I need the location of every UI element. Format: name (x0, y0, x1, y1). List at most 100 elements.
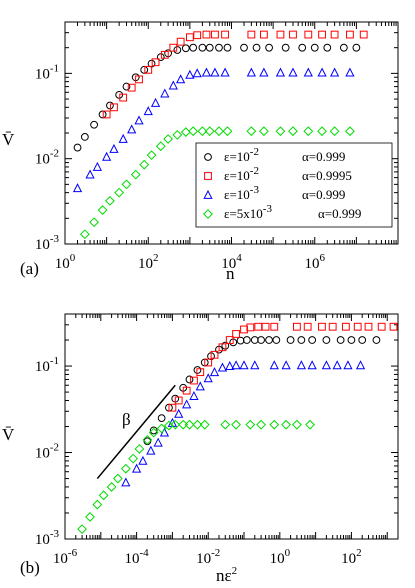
data-point (221, 30, 229, 39)
data-point (281, 43, 290, 52)
data-point (364, 322, 373, 331)
data-point (218, 343, 227, 352)
series-1 (73, 43, 361, 152)
data-point (195, 381, 205, 391)
data-point (296, 360, 306, 370)
data-point (292, 322, 301, 331)
data-point (204, 126, 215, 137)
data-point (221, 341, 230, 350)
data-point (217, 362, 228, 372)
data-point (289, 30, 297, 39)
legend-entry-1-eps: ε=10-2 (224, 146, 259, 164)
data-point (345, 67, 355, 77)
data-point (210, 350, 219, 359)
x-tick-label: 102 (138, 252, 159, 272)
data-point (250, 360, 260, 370)
series-2 (168, 322, 398, 412)
data-point (118, 133, 128, 143)
data-point (184, 419, 195, 430)
data-point (199, 419, 210, 430)
data-point (151, 58, 160, 67)
data-point (143, 106, 153, 116)
data-point (79, 229, 90, 240)
data-point (156, 53, 165, 62)
data-point (119, 93, 128, 102)
x-tick-label: 106 (305, 252, 326, 272)
x-tick-label: 104 (221, 252, 242, 272)
data-point (323, 43, 332, 52)
data-point (256, 419, 267, 430)
data-point (240, 43, 248, 52)
data-point (317, 67, 327, 77)
data-point (332, 360, 342, 370)
data-point (288, 67, 298, 77)
data-point (122, 82, 131, 91)
legend-marker-3 (203, 189, 213, 199)
data-point (73, 143, 82, 152)
data-point (189, 43, 198, 52)
data-point (106, 482, 117, 492)
legend-marker-1 (204, 153, 212, 161)
y-tick-label: 10-1 (35, 62, 59, 82)
panel-b-xlabel: nε2 (216, 565, 237, 585)
data-point (204, 358, 213, 367)
panel-a-xlabel: n (226, 264, 235, 283)
data-point (173, 46, 182, 54)
data-point (372, 336, 381, 344)
data-point (239, 360, 249, 370)
data-point (127, 124, 137, 134)
panel-b-label: (b) (20, 558, 40, 577)
data-point (286, 336, 295, 344)
data-point (246, 323, 255, 332)
y-tick-label: 10-1 (35, 355, 59, 375)
data-point (85, 512, 95, 522)
data-point (343, 360, 353, 370)
data-point (182, 386, 191, 395)
data-point (130, 169, 141, 180)
data-point (359, 30, 368, 39)
y-tick-label: 10-3 (35, 233, 60, 253)
data-point (389, 322, 398, 331)
data-point (185, 33, 194, 42)
data-point (109, 143, 119, 153)
data-point (321, 360, 332, 370)
data-point (149, 426, 158, 435)
data-point (318, 322, 326, 331)
data-point (341, 322, 350, 331)
x-tick-label: 10-4 (125, 547, 150, 567)
y-tick-label: 10-2 (35, 442, 59, 462)
panel-b-frame (64, 313, 399, 540)
data-point (131, 463, 142, 473)
data-point (339, 43, 348, 52)
data-point (336, 336, 345, 344)
data-point (146, 150, 157, 161)
data-point (358, 336, 367, 344)
data-point (198, 43, 207, 52)
data-point (330, 30, 339, 39)
data-point (318, 30, 326, 39)
data-point (245, 419, 256, 430)
panel-b-data (77, 322, 398, 535)
data-point (135, 75, 143, 84)
data-point (185, 69, 195, 79)
x-tick-label: 10-6 (53, 547, 78, 567)
data-point (275, 67, 286, 77)
data-point (193, 31, 202, 40)
data-point (270, 322, 279, 331)
data-point (201, 67, 212, 77)
data-point (138, 455, 148, 465)
data-point (189, 390, 199, 400)
panel-b-ticks: 10-6 10-4 10-2 100 102 10-3 10-2 10-1 (35, 313, 399, 567)
x-tick-label: 102 (341, 547, 362, 567)
data-point (220, 419, 231, 430)
series-4 (79, 126, 355, 240)
data-point (114, 187, 125, 198)
data-point (205, 43, 214, 52)
data-point (80, 133, 89, 141)
data-point (258, 126, 269, 137)
data-point (197, 126, 208, 137)
data-point (231, 419, 241, 430)
data-point (121, 179, 132, 190)
data-point (188, 126, 199, 137)
